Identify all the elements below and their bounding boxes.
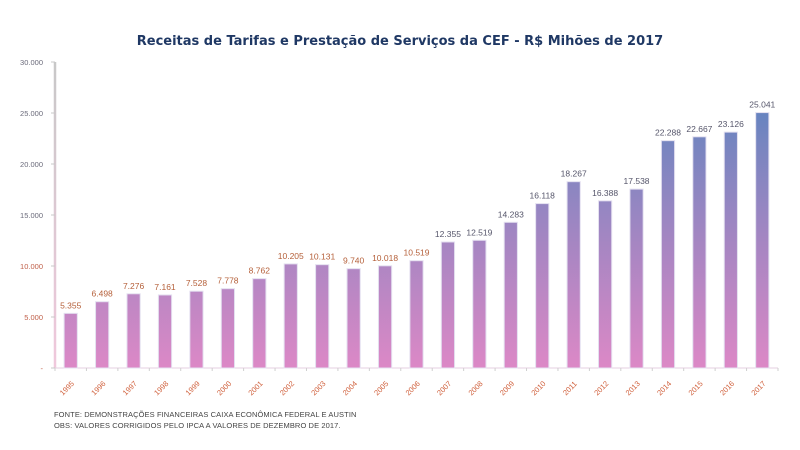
y-tick-label: 25.000: [20, 109, 43, 118]
data-label: 10.205: [278, 251, 304, 261]
x-tick-label: 2015: [687, 379, 705, 397]
footnote-source: FONTE: DEMONSTRAÇÕES FINANCEIRAS CAIXA E…: [54, 410, 357, 419]
data-label: 18.267: [561, 169, 587, 179]
bars: [63, 112, 770, 369]
data-label: 14.283: [498, 209, 524, 219]
bar-2011: [566, 181, 581, 369]
data-label: 10.131: [309, 252, 335, 262]
x-tick-label: 2004: [341, 379, 359, 397]
bar-2006: [409, 260, 424, 369]
x-tick-label: 2002: [278, 379, 296, 397]
bar-2009: [503, 221, 518, 369]
data-label: 16.388: [592, 188, 618, 198]
bar-2015: [692, 136, 707, 369]
bar-2007: [440, 241, 456, 369]
x-tick-label: 1998: [152, 379, 170, 397]
data-label: 10.519: [404, 248, 430, 258]
footnote-note: OBS: VALORES CORRIGIDOS PELO IPCA A VALO…: [54, 421, 341, 430]
x-tick-label: 2011: [561, 379, 579, 397]
bar-2001: [252, 278, 267, 369]
bar-1997: [126, 293, 141, 369]
bar-1999: [189, 290, 204, 369]
value-labels: 5.355 6.498 7.276 7.161 7.528 7.778 8.762 10.20…: [60, 100, 775, 311]
y-tick-label: 10.000: [20, 262, 43, 271]
x-tick-label: 2000: [215, 379, 233, 397]
bar-2014: [660, 140, 676, 369]
data-label: 12.355: [435, 229, 461, 239]
x-tick-label: 2014: [655, 379, 673, 397]
x-tick-label: 1999: [184, 379, 202, 397]
x-tick-label: 2001: [246, 379, 264, 397]
y-tick-label: 15.000: [20, 211, 43, 220]
y-tick-label: 30.000: [20, 58, 43, 67]
bar-1998: [157, 294, 173, 369]
data-label: 25.041: [749, 100, 775, 110]
x-tick-label: 1996: [89, 379, 107, 397]
x-tick-label: 2010: [529, 379, 547, 397]
x-tick-label: 2008: [467, 379, 485, 397]
bar-2010: [535, 203, 550, 369]
data-label: 10.018: [372, 253, 398, 263]
data-label: 7.276: [123, 281, 145, 291]
data-label: 17.538: [624, 176, 650, 186]
bar-2005: [377, 265, 393, 369]
data-label: 7.161: [154, 282, 176, 292]
x-tick-labels: 1995 1996 1997 1998 1999 2000 2001 2002 2003 2004…: [58, 379, 768, 397]
bar-2016: [723, 131, 738, 369]
data-label: 16.118: [530, 191, 556, 201]
data-label: 22.667: [686, 124, 712, 134]
data-label: 5.355: [60, 300, 82, 310]
data-label: 8.762: [249, 266, 271, 276]
x-tick-label: 2013: [624, 379, 642, 397]
bar-1995: [63, 312, 78, 369]
data-label: 9.740: [343, 256, 365, 266]
bar-2013: [629, 188, 644, 369]
x-tick-label: 2007: [435, 379, 453, 397]
chart-title: Receitas de Tarifas e Prestação de Servi…: [136, 34, 664, 49]
x-tick-label: 1995: [58, 379, 76, 397]
bar-2008: [472, 239, 487, 369]
x-tick-label: 1997: [121, 379, 139, 397]
data-label: 7.778: [217, 276, 239, 286]
x-tick-label: 2009: [498, 379, 516, 397]
data-label: 22.288: [655, 128, 681, 138]
y-tick-label: 20.000: [20, 160, 43, 169]
data-label: 12.519: [466, 227, 492, 237]
bar-2002: [283, 263, 298, 369]
data-label: 6.498: [92, 289, 114, 299]
x-tick-label: 2012: [592, 379, 610, 397]
bar-2004: [346, 268, 361, 369]
y-tick-label: -: [41, 364, 44, 373]
y-tick-label: 5.000: [24, 313, 43, 322]
x-tick-label: 2016: [718, 379, 736, 397]
bar-2017: [755, 112, 770, 369]
bar-1996: [95, 301, 110, 369]
bar-2003: [315, 264, 330, 369]
y-axis: - 5.000 10.000 15.000 20.000 25.000 30.000: [20, 58, 57, 373]
data-label: 23.126: [718, 119, 744, 129]
x-tick-label: 2017: [749, 379, 767, 397]
bar-2012: [598, 200, 613, 369]
data-label: 7.528: [186, 278, 208, 288]
x-tick-label: 2006: [404, 379, 422, 397]
bar-2000: [220, 288, 235, 369]
x-tick-label: 2005: [372, 379, 390, 397]
x-tick-label: 2003: [309, 379, 327, 397]
